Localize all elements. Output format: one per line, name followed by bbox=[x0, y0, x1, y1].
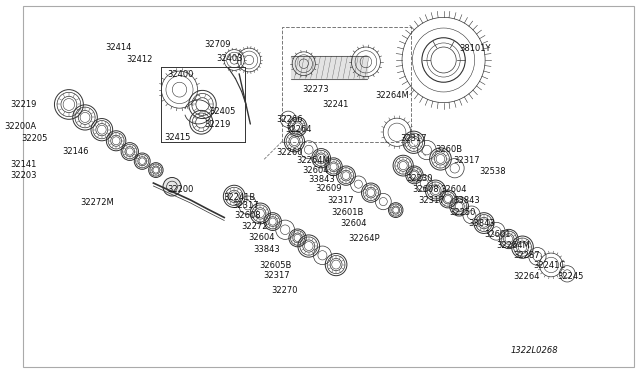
Text: 32200A: 32200A bbox=[4, 122, 36, 131]
Text: 32245: 32245 bbox=[557, 272, 584, 281]
Text: 32241B: 32241B bbox=[223, 193, 255, 202]
Text: 32264P: 32264P bbox=[349, 234, 380, 243]
Text: 3260B: 3260B bbox=[435, 145, 463, 154]
Text: 32415: 32415 bbox=[164, 133, 191, 142]
Text: 32400: 32400 bbox=[167, 70, 193, 79]
Text: 32604: 32604 bbox=[440, 185, 467, 194]
Text: 32317: 32317 bbox=[328, 196, 354, 205]
Text: 32219: 32219 bbox=[204, 121, 231, 129]
Bar bbox=[282, 27, 411, 141]
Text: 32200: 32200 bbox=[167, 185, 193, 194]
Text: 32412: 32412 bbox=[126, 55, 152, 64]
Text: 33843: 33843 bbox=[308, 175, 335, 184]
Text: 32317: 32317 bbox=[232, 201, 259, 210]
Text: 33843: 33843 bbox=[468, 219, 495, 228]
Text: 32141: 32141 bbox=[10, 160, 36, 169]
Text: 32273: 32273 bbox=[303, 85, 329, 94]
Text: 32241: 32241 bbox=[323, 100, 349, 109]
Text: 32272M: 32272M bbox=[81, 198, 115, 207]
Text: 32230: 32230 bbox=[406, 174, 433, 183]
Text: 32608: 32608 bbox=[413, 185, 439, 194]
Text: 32604: 32604 bbox=[340, 219, 366, 228]
Text: 32317: 32317 bbox=[264, 271, 290, 280]
Text: 32538: 32538 bbox=[479, 167, 506, 176]
Text: 32317: 32317 bbox=[419, 196, 445, 205]
Text: 32264M: 32264M bbox=[296, 156, 330, 165]
Text: 1322L0268: 1322L0268 bbox=[511, 346, 559, 355]
Text: 32601: 32601 bbox=[484, 230, 511, 240]
Text: 32605B: 32605B bbox=[259, 261, 291, 270]
Text: 32205: 32205 bbox=[21, 134, 48, 143]
Text: 32264M: 32264M bbox=[375, 91, 409, 100]
Text: 32287: 32287 bbox=[514, 251, 540, 260]
Text: 32270: 32270 bbox=[271, 286, 298, 295]
Text: 32241C: 32241C bbox=[534, 261, 566, 270]
Text: 32604: 32604 bbox=[248, 233, 275, 243]
Text: 38101Y: 38101Y bbox=[459, 44, 491, 53]
Text: 32604: 32604 bbox=[303, 166, 329, 174]
Text: 32264: 32264 bbox=[514, 272, 540, 281]
Text: 32266: 32266 bbox=[276, 115, 303, 124]
Text: 33843: 33843 bbox=[453, 196, 479, 205]
Text: 33843: 33843 bbox=[253, 244, 280, 253]
Text: 32146: 32146 bbox=[63, 147, 89, 156]
Text: 32264M: 32264M bbox=[497, 241, 530, 250]
Text: 32403: 32403 bbox=[217, 54, 243, 63]
Text: 32609: 32609 bbox=[315, 185, 342, 193]
Text: 32219: 32219 bbox=[10, 100, 36, 109]
Text: 32260: 32260 bbox=[276, 148, 302, 157]
Text: 32264: 32264 bbox=[285, 125, 312, 134]
Text: 32601B: 32601B bbox=[332, 208, 364, 217]
Text: 32414: 32414 bbox=[106, 42, 132, 51]
Ellipse shape bbox=[163, 177, 181, 196]
Text: 32317: 32317 bbox=[453, 156, 479, 165]
Text: 32203: 32203 bbox=[10, 171, 36, 180]
Text: 32709: 32709 bbox=[204, 40, 231, 49]
Text: 32272: 32272 bbox=[242, 222, 268, 231]
Text: 32405: 32405 bbox=[209, 108, 236, 116]
Text: 32608: 32608 bbox=[234, 211, 260, 220]
Text: 32317: 32317 bbox=[400, 134, 427, 143]
Text: 32250: 32250 bbox=[450, 208, 476, 217]
